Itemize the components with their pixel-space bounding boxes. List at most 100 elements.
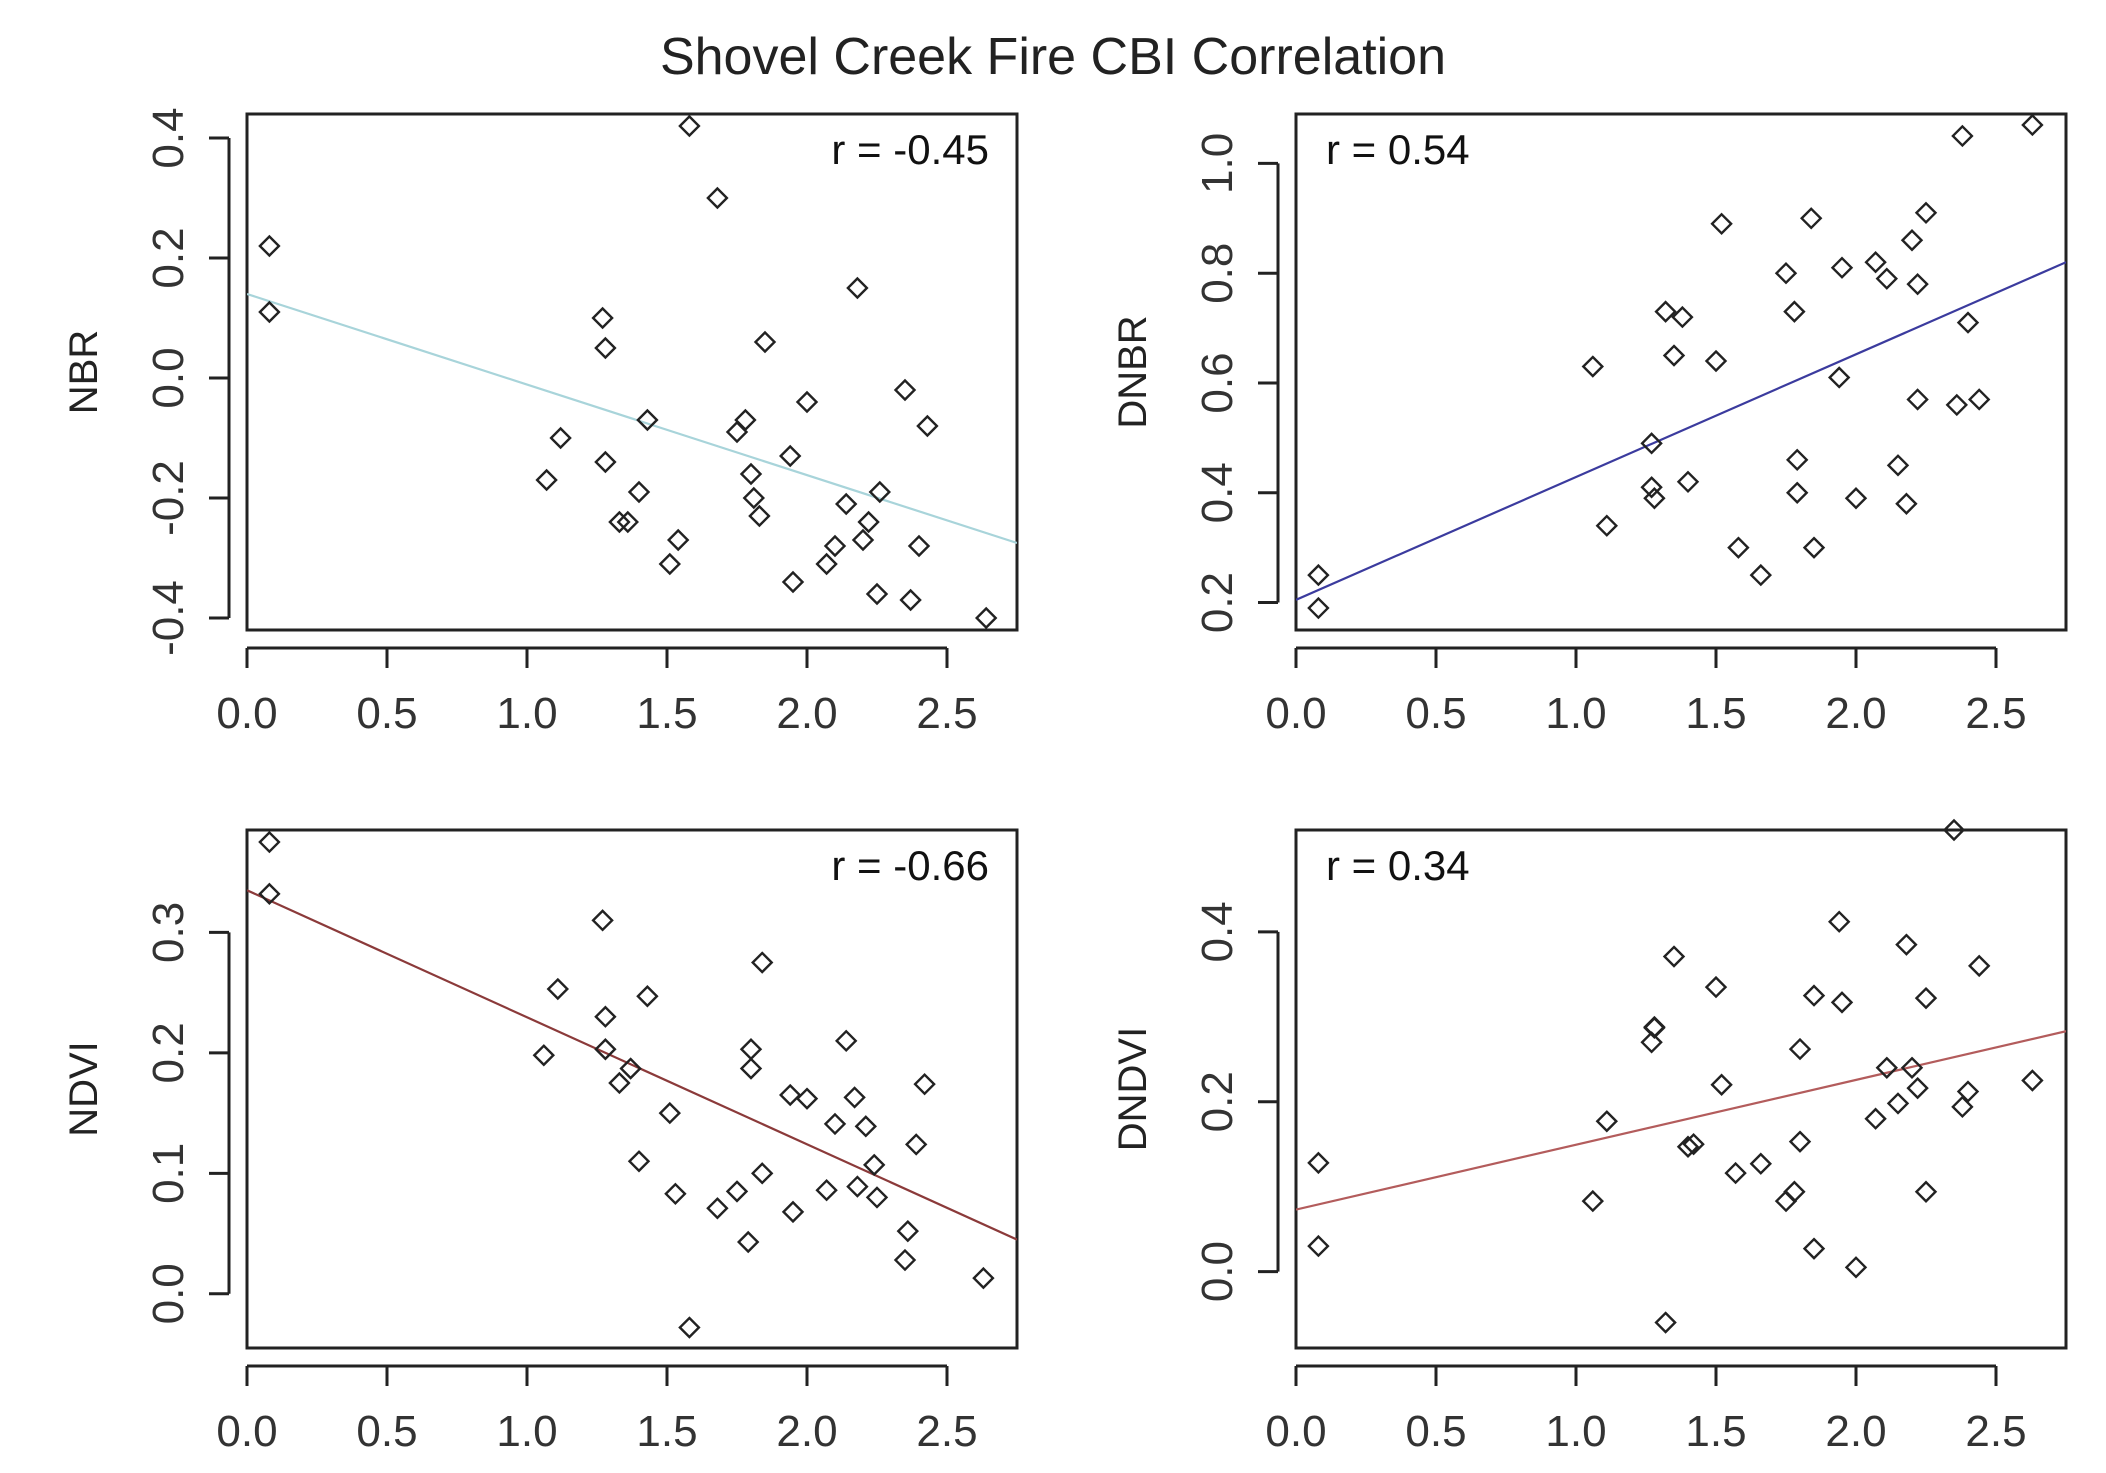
dnbr-x-tick-label: 1.5 bbox=[1685, 689, 1746, 738]
dndvi-data-point bbox=[1643, 1015, 1666, 1039]
dnbr-data-point bbox=[1886, 454, 1910, 477]
ndvi-data-point bbox=[905, 1133, 928, 1156]
dnbr-data-point bbox=[1727, 536, 1750, 559]
nbr-data-point bbox=[907, 534, 931, 558]
nbr-x-tick-label: 1.0 bbox=[496, 689, 557, 738]
dndvi-data-point bbox=[1749, 1152, 1772, 1175]
nbr-data-point bbox=[658, 552, 681, 576]
dnbr-data-point bbox=[1875, 267, 1898, 290]
dnbr-data-point bbox=[1640, 432, 1663, 455]
dndvi-data-point bbox=[1654, 1311, 1677, 1334]
dndvi-data-point bbox=[1875, 1056, 1898, 1079]
panel-nbr: 0.0 0.5 1.0 1.5 2.0 2.5 -0.4 -0.2 0.0 0.2 0.4 NBR r … bbox=[62, 107, 1019, 738]
ndvi-data-point bbox=[258, 830, 281, 854]
dnbr-data-point bbox=[1676, 470, 1700, 493]
dndvi-x-tick-label: 2.5 bbox=[1965, 1407, 2026, 1456]
nbr-data-point bbox=[594, 450, 617, 474]
nbr-data-point bbox=[742, 486, 765, 510]
dndvi-data-point bbox=[1581, 1189, 1604, 1213]
nbr-y-tick-label: 0.4 bbox=[144, 107, 193, 168]
dnbr-data-point bbox=[1654, 300, 1677, 323]
dndvi-data-point bbox=[1844, 1256, 1868, 1279]
dndvi-data-point bbox=[1783, 1180, 1806, 1203]
dnbr-data-point bbox=[1307, 563, 1330, 587]
dndvi-data-point bbox=[1828, 910, 1851, 933]
dndvi-data-point bbox=[1951, 1095, 1974, 1119]
nbr-y-tick-label: -0.4 bbox=[144, 580, 193, 656]
dnbr-fit-line bbox=[1296, 261, 2066, 601]
dndvi-y-label: DNDVI bbox=[1111, 1027, 1155, 1151]
dnbr-data-point bbox=[1906, 388, 1929, 411]
ndvi-data-point bbox=[627, 1150, 651, 1173]
dnbr-data-point bbox=[1749, 563, 1772, 587]
dnbr-data-point bbox=[1786, 448, 1809, 472]
nbr-r-annotation: r = -0.45 bbox=[831, 126, 989, 173]
ndvi-data-point bbox=[823, 1112, 847, 1136]
dnbr-y-label: DNBR bbox=[1111, 315, 1155, 428]
ndvi-x-tick-label: 0.0 bbox=[216, 1407, 277, 1456]
nbr-x-tick-label: 2.0 bbox=[776, 689, 837, 738]
ndvi-data-point bbox=[706, 1197, 729, 1220]
ndvi-data-point bbox=[781, 1200, 805, 1224]
dnbr-data-point bbox=[1956, 311, 1980, 334]
nbr-data-point bbox=[893, 378, 917, 402]
dnbr-y-tick-label: 0.8 bbox=[1193, 243, 1242, 304]
ndvi-data-point bbox=[854, 1115, 877, 1138]
nbr-data-point bbox=[591, 306, 614, 330]
dnbr-data-point bbox=[1951, 124, 1974, 148]
dnbr-data-point bbox=[1830, 256, 1854, 279]
dndvi-data-point bbox=[1914, 986, 1938, 1010]
dndvi-data-point bbox=[1886, 1092, 1910, 1115]
dnbr-data-point bbox=[1704, 349, 1728, 373]
nbr-data-point bbox=[851, 528, 875, 552]
ndvi-y-label: NDVI bbox=[62, 1041, 106, 1137]
dndvi-fit-line bbox=[1296, 1030, 2066, 1211]
dndvi-data-point bbox=[1802, 984, 1826, 1007]
dnbr-y-tick-label: 0.2 bbox=[1193, 572, 1242, 633]
nbr-data-point bbox=[667, 528, 690, 552]
nbr-plot-frame bbox=[245, 112, 1019, 632]
nbr-y-tick-label: 0.0 bbox=[144, 347, 193, 408]
panels: 0.0 0.5 1.0 1.5 2.0 2.5 -0.4 -0.2 0.0 0.2 0.4 NBR r … bbox=[62, 107, 2068, 1456]
dnbr-data-point bbox=[1595, 514, 1618, 537]
nbr-x-tick-label: 0.0 bbox=[216, 689, 277, 738]
dnbr-data-point bbox=[1774, 261, 1798, 285]
dnbr-data-point bbox=[1783, 300, 1806, 323]
ndvi-data-point bbox=[619, 1057, 642, 1080]
nbr-data-point bbox=[795, 390, 819, 414]
nbr-x-tick-label: 0.5 bbox=[356, 689, 417, 738]
nbr-data-point bbox=[753, 330, 777, 354]
dndvi-data-point bbox=[1802, 1237, 1826, 1260]
dndvi-data-point bbox=[1956, 1080, 1980, 1103]
nbr-data-point bbox=[815, 552, 838, 576]
dnbr-data-point bbox=[1581, 355, 1604, 378]
nbr-data-point bbox=[865, 582, 889, 606]
nbr-data-point bbox=[258, 300, 281, 324]
ndvi-y-tick-label: 0.0 bbox=[144, 1263, 193, 1324]
ndvi-r-annotation: r = -0.66 bbox=[831, 842, 989, 889]
dnbr-x-tick-label: 1.0 bbox=[1545, 689, 1606, 738]
ndvi-data-point bbox=[863, 1153, 886, 1177]
ndvi-data-point bbox=[972, 1266, 995, 1290]
dndvi-data-point bbox=[1682, 1133, 1705, 1156]
dnbr-plot-frame bbox=[1294, 112, 2068, 632]
nbr-data-point bbox=[616, 510, 639, 534]
dnbr-data-point bbox=[2021, 113, 2044, 137]
ndvi-y-tick-label: 0.3 bbox=[144, 902, 193, 963]
nbr-y-tick-label: 0.2 bbox=[144, 227, 193, 288]
nbr-x-tick-label: 1.5 bbox=[636, 689, 697, 738]
nbr-data-point bbox=[549, 426, 572, 450]
dnbr-y-tick-label: 0.6 bbox=[1193, 352, 1242, 413]
dndvi-data-point bbox=[2021, 1069, 2044, 1092]
nbr-data-point bbox=[706, 186, 729, 210]
dnbr-data-point bbox=[1662, 344, 1686, 367]
dnbr-data-point bbox=[1844, 487, 1868, 510]
ndvi-data-point bbox=[896, 1219, 919, 1243]
nbr-data-point bbox=[608, 510, 631, 534]
ndvi-data-point bbox=[846, 1175, 869, 1198]
dnbr-data-point bbox=[1786, 481, 1809, 504]
dndvi-data-point bbox=[1307, 1151, 1330, 1175]
panel-dndvi: 0.0 0.5 1.0 1.5 2.0 2.5 0.0 0.2 0.4 DNDVI r = 0.34 bbox=[1111, 818, 2068, 1456]
nbr-data-point bbox=[916, 414, 939, 438]
dnbr-data-point bbox=[1828, 366, 1851, 389]
